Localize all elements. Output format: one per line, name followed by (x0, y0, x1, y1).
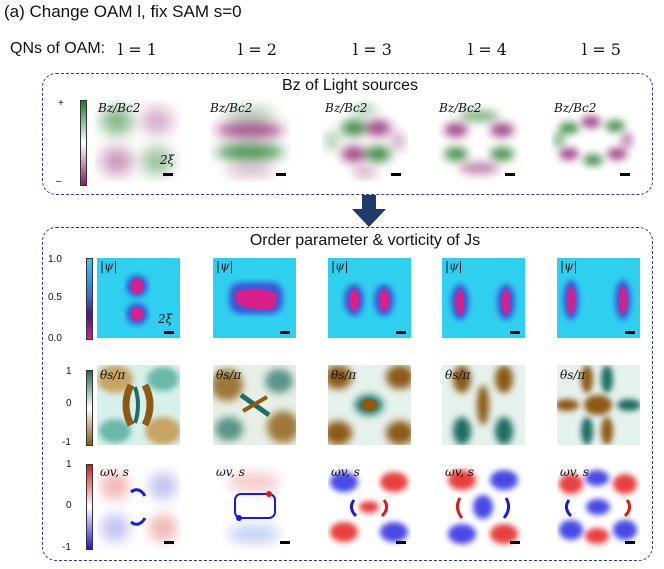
qn-value-l2: l = 2 (238, 40, 277, 59)
light-source-panel-title: Bz of Light sources (281, 77, 419, 94)
psi-tick-bottom: 0.0 (48, 333, 62, 344)
psi-label-l1: |ψ| (100, 259, 118, 273)
theta-label-l5: θs/π (560, 368, 586, 382)
theta-map-l4 (442, 365, 525, 445)
psi-label-l2: |ψ| (216, 259, 234, 273)
bz-scale-bar-l1 (163, 173, 173, 176)
omega-label-l2: ωv, s (216, 465, 245, 479)
theta-tick-top: 1 (66, 366, 72, 377)
psi-map-l5 (557, 258, 640, 338)
psi-scale-bar-l4 (510, 331, 520, 334)
bz-scale-bar-l4 (505, 173, 515, 176)
order-parameter-panel-title: Order parameter & vorticity of Js (249, 232, 481, 249)
omega-map-l5 (557, 464, 640, 550)
bz-scale-label: 2ξ (160, 153, 175, 167)
psi-map-l2 (213, 258, 296, 338)
omega-map-l3 (328, 464, 411, 550)
psi-map-l1 (97, 258, 180, 338)
omega-colorbar (86, 464, 93, 550)
theta-tick-mid: 0 (66, 398, 72, 409)
theta-colorbar (86, 370, 93, 446)
omega-map-l2 (213, 464, 296, 550)
psi-tick-top: 1.0 (48, 254, 62, 265)
qn-value-l4: l = 4 (468, 40, 507, 59)
omega-tick-mid: 0 (66, 500, 72, 511)
bz-map-label-l2: Bz/Bc2 (210, 101, 253, 115)
qn-label: QNs of OAM: (10, 40, 106, 57)
omega-label-l5: ωv, s (560, 465, 589, 479)
theta-map-l5 (557, 365, 640, 445)
omega-scale-bar-l5 (625, 541, 635, 544)
theta-map-l2 (213, 365, 296, 445)
theta-label-l3: θs/π (331, 368, 357, 382)
bz-map-l1 (95, 100, 181, 182)
qn-value-l5: l = 5 (582, 40, 621, 59)
omega-tick-bottom: -1 (62, 542, 71, 553)
bz-colorbar-minus: – (56, 176, 62, 187)
psi-label-l3: |ψ| (331, 259, 349, 273)
theta-map-l1 (97, 365, 180, 445)
omega-scale-bar-l2 (280, 541, 290, 544)
bz-map-label-l5: Bz/Bc2 (554, 101, 597, 115)
bz-map-label-l1: Bz/Bc2 (98, 101, 141, 115)
theta-map-l3 (328, 365, 411, 445)
theta-label-l1: θs/π (100, 368, 126, 382)
psi-scale-label: 2ξ (158, 312, 173, 326)
psi-map-l3 (328, 258, 411, 338)
light-source-panel (42, 73, 653, 195)
theta-label-l2: θs/π (216, 368, 242, 382)
omega-label-l4: ωv, s (445, 465, 474, 479)
omega-scale-bar-l3 (396, 541, 406, 544)
psi-label-l4: |ψ| (445, 259, 463, 273)
bz-colorbar-plus: + (58, 98, 64, 109)
bz-map-label-l4: Bz/Bc2 (439, 101, 482, 115)
arrow-down-icon (352, 195, 386, 227)
psi-label-l5: |ψ| (560, 259, 578, 273)
psi-scale-bar-l5 (625, 331, 635, 334)
bz-scale-bar-l3 (391, 173, 401, 176)
psi-scale-bar-l2 (280, 331, 290, 334)
psi-scale-bar-l1 (164, 331, 174, 334)
qn-value-l3: l = 3 (353, 40, 392, 59)
psi-tick-mid: 0.5 (48, 292, 62, 303)
omega-map-l4 (442, 464, 525, 550)
omega-map-l1 (97, 464, 180, 550)
omega-label-l1: ωv, s (100, 465, 129, 479)
bz-map-l5 (551, 100, 637, 182)
order-parameter-panel (42, 227, 653, 561)
theta-label-l4: θs/π (445, 368, 471, 382)
omega-scale-bar-l1 (164, 541, 174, 544)
omega-scale-bar-l4 (510, 541, 520, 544)
psi-colorbar (86, 258, 93, 340)
bz-map-label-l3: Bz/Bc2 (325, 101, 368, 115)
omega-tick-top: 1 (66, 459, 72, 470)
psi-map-l4 (442, 258, 525, 338)
bz-map-l2 (207, 100, 293, 182)
qn-value-l1: l = 1 (118, 40, 157, 59)
bz-scale-bar-l5 (620, 173, 630, 176)
bz-colorbar (80, 100, 87, 186)
bz-map-l3 (322, 100, 408, 182)
theta-tick-bottom: -1 (62, 437, 71, 448)
psi-scale-bar-l3 (396, 331, 406, 334)
bz-scale-bar-l2 (276, 173, 286, 176)
bz-map-l4 (436, 100, 522, 182)
omega-label-l3: ωv, s (331, 465, 360, 479)
figure-title: (a) Change OAM l, fix SAM s=0 (4, 2, 242, 21)
